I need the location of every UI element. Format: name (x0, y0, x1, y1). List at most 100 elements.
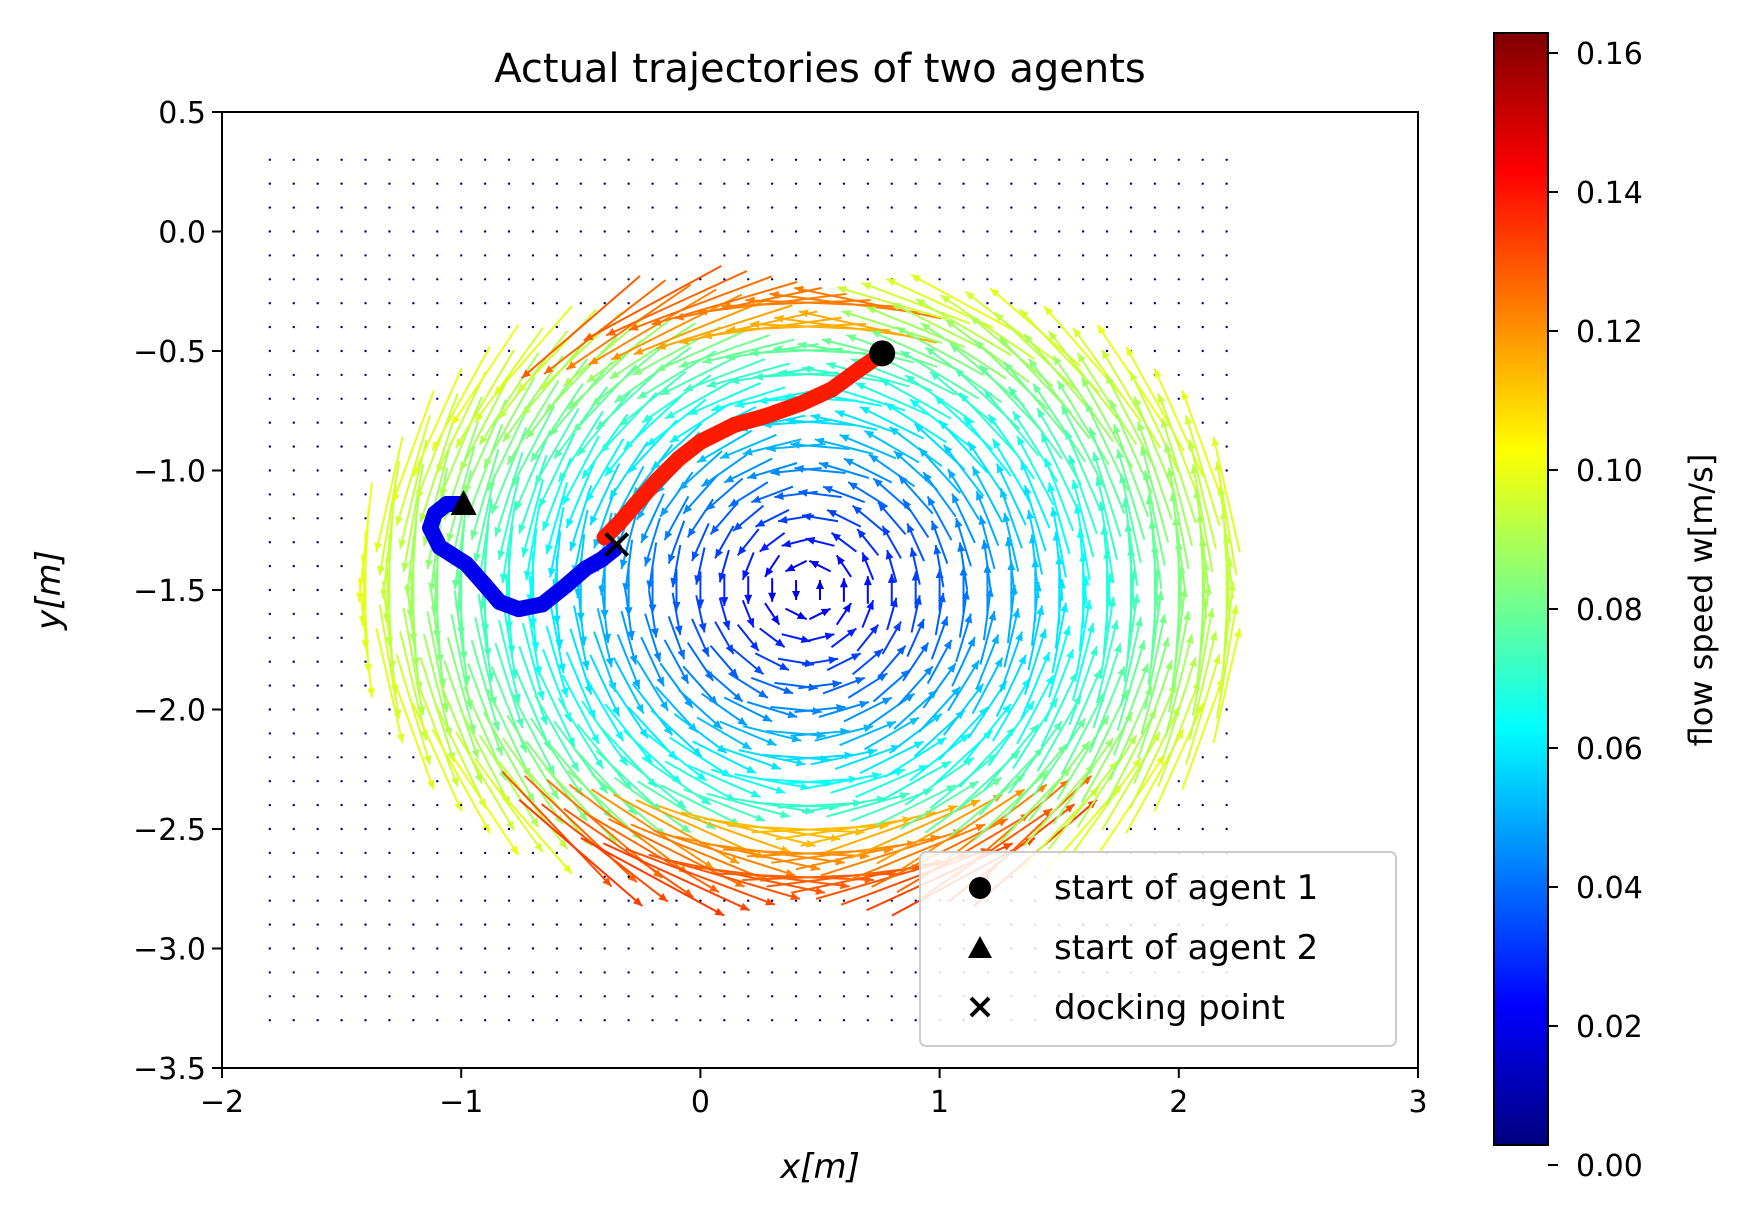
flow-arrow (884, 402, 947, 444)
flow-arrow (705, 477, 744, 512)
flow-arrow-head (546, 764, 555, 775)
flow-arrow (1052, 531, 1064, 601)
flow-dot (268, 445, 272, 448)
flow-arrow-head (746, 617, 755, 628)
flow-arrow (818, 700, 870, 718)
flow-arrow-head (433, 630, 442, 640)
flow-arrow-shaft (534, 407, 580, 486)
flow-arrow-head (816, 580, 824, 590)
flow-arrow-head (566, 518, 574, 529)
flow-dot (1177, 206, 1181, 209)
flow-arrow (933, 544, 945, 588)
flow-dot (268, 636, 272, 639)
flow-dot (675, 899, 678, 902)
flow-arrow-head (460, 460, 468, 471)
flow-arrow-head (1044, 306, 1054, 316)
flow-dot (340, 851, 343, 855)
flow-dot (531, 325, 535, 329)
flow-arrow-head (945, 785, 956, 793)
flow-dot (388, 325, 391, 329)
flow-dot (507, 1019, 511, 1022)
flow-arrow-head (991, 634, 999, 645)
flow-arrow-shaft (794, 286, 942, 320)
flow-arrow-head (712, 719, 723, 729)
flow-arrow-head (615, 731, 624, 742)
flow-arrow-shaft (602, 842, 751, 912)
flow-dot (1010, 206, 1013, 209)
flow-dot (483, 206, 487, 209)
flow-dot (842, 278, 846, 281)
flow-arrow (1056, 380, 1110, 466)
flow-arrow (906, 618, 925, 658)
flow-arrow (534, 407, 580, 486)
flow-arrow (391, 390, 435, 504)
flow-arrow-shaft (1040, 432, 1078, 509)
flow-dot (316, 971, 319, 974)
flow-arrow-shaft (534, 694, 580, 773)
flow-dot (292, 923, 295, 926)
flow-arrow-head (959, 392, 969, 403)
flow-dot (507, 971, 511, 974)
flow-arrow-shaft (1027, 605, 1044, 671)
flow-arrow (482, 711, 536, 803)
flow-arrow (750, 676, 794, 695)
flow-arrow (1052, 355, 1114, 443)
flow-arrow-head (584, 684, 593, 695)
flow-arrow-head (933, 545, 942, 555)
flow-arrow (644, 613, 662, 663)
flow-dot (340, 493, 343, 496)
flow-arrow-shaft (646, 398, 707, 447)
flow-arrow-shaft (786, 419, 854, 427)
flow-arrow-head (891, 302, 901, 311)
flow-dot (1010, 230, 1013, 233)
flow-arrow-head (991, 777, 1002, 787)
flow-dot (555, 230, 559, 233)
flow-arrow-head (696, 599, 705, 609)
flow-arrow-head (877, 502, 887, 512)
flow-arrow (411, 702, 463, 812)
flow-dot (579, 230, 582, 233)
flow-dot (794, 278, 798, 281)
flow-arrow-head (464, 483, 472, 494)
flow-arrow-head (815, 887, 825, 895)
flow-arrow-shaft (580, 837, 725, 917)
flow-arrow-shaft (613, 776, 692, 834)
flow-arrow-head (491, 503, 499, 514)
flow-arrow-head (948, 469, 957, 479)
flow-dot (986, 278, 989, 281)
flow-dot (603, 206, 606, 209)
flow-dot (316, 278, 319, 281)
flow-dot (842, 995, 846, 998)
flow-arrow-head (818, 461, 829, 470)
flow-arrow-head (718, 572, 727, 583)
flow-arrow-head (725, 352, 736, 361)
flow-dot (1153, 302, 1157, 305)
flow-dot (675, 971, 678, 974)
flow-dot (412, 158, 415, 161)
flow-dot (340, 325, 343, 329)
flow-arrow (729, 366, 815, 385)
flow-arrow (415, 679, 459, 787)
flow-arrow-shaft (868, 453, 916, 488)
flow-arrow (623, 395, 683, 451)
flow-arrow-head (683, 383, 694, 392)
flow-arrow (1036, 407, 1082, 486)
flow-arrow-shaft (516, 308, 598, 394)
flow-arrow-head (886, 721, 897, 729)
flow-arrow-shaft (391, 676, 435, 790)
flow-arrow-head (951, 686, 961, 697)
flow-arrow (671, 859, 826, 895)
flow-dot (699, 182, 702, 185)
flow-arrow-head (710, 524, 720, 535)
flow-arrow-head (729, 668, 739, 678)
flow-arrow (1092, 451, 1122, 537)
flow-arrow-shaft (658, 804, 791, 854)
flow-dot (723, 971, 726, 974)
flow-dot (627, 995, 630, 998)
flow-arrow-shaft (674, 286, 823, 320)
flow-dot (890, 947, 893, 950)
flow-arrow-shaft (501, 770, 613, 888)
flow-arrow-shaft (676, 835, 821, 871)
flow-arrow-shaft (504, 525, 514, 607)
flow-arrow-shaft (781, 777, 859, 785)
